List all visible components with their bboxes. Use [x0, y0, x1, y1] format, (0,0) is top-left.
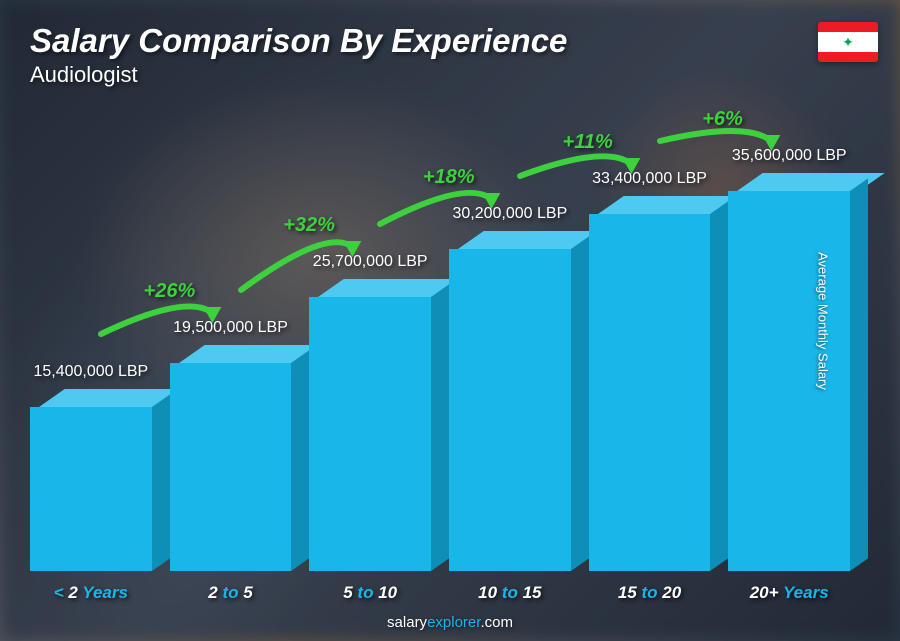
category-label: 10 to 15: [449, 583, 571, 603]
chart-title: Salary Comparison By Experience: [30, 22, 567, 60]
bar-group: 35,600,000 LBP: [728, 147, 850, 571]
bar-group: 19,500,000 LBP: [170, 319, 292, 571]
bar-3d: [589, 196, 711, 571]
bar-value-label: 30,200,000 LBP: [452, 205, 567, 223]
y-axis-label: Average Monthly Salary: [816, 252, 831, 390]
percent-increase-label: +18%: [423, 166, 475, 189]
bar-value-label: 35,600,000 LBP: [732, 147, 847, 165]
bar-3d: [170, 345, 292, 571]
bar-group: 25,700,000 LBP: [309, 253, 431, 571]
bar-3d: [309, 279, 431, 571]
bar-3d: [449, 231, 571, 571]
source-attribution: salaryexplorer.com: [0, 614, 900, 631]
bar-value-label: 19,500,000 LBP: [173, 319, 288, 337]
bar-group: 33,400,000 LBP: [589, 170, 711, 571]
bar-chart: 15,400,000 LBP 19,500,000 LBP 25,700,000 L…: [30, 91, 850, 571]
category-label: 15 to 20: [589, 583, 711, 603]
percent-increase-label: +11%: [563, 131, 613, 154]
category-label: < 2 Years: [30, 583, 152, 603]
infographic-root: Salary Comparison By Experience Audiolog…: [0, 0, 900, 641]
bar-value-label: 25,700,000 LBP: [313, 253, 428, 271]
bar-3d: [30, 389, 152, 571]
bar-value-label: 15,400,000 LBP: [33, 363, 148, 381]
category-label: 2 to 5: [170, 583, 292, 603]
category-label: 20+ Years: [728, 583, 850, 603]
percent-increase-label: +6%: [702, 108, 743, 131]
bar-group: 30,200,000 LBP: [449, 205, 571, 571]
category-label: 5 to 10: [309, 583, 431, 603]
bar-3d: [728, 173, 850, 571]
country-flag-icon: ✦: [818, 22, 878, 62]
bar-group: 15,400,000 LBP: [30, 363, 152, 571]
percent-increase-label: +32%: [283, 214, 335, 237]
chart-subtitle: Audiologist: [30, 62, 138, 88]
bar-value-label: 33,400,000 LBP: [592, 170, 707, 188]
percent-increase-label: +26%: [144, 280, 196, 303]
category-axis: < 2 Years 2 to 5 5 to 10 10 to 15 15 to 20 20…: [30, 583, 850, 603]
